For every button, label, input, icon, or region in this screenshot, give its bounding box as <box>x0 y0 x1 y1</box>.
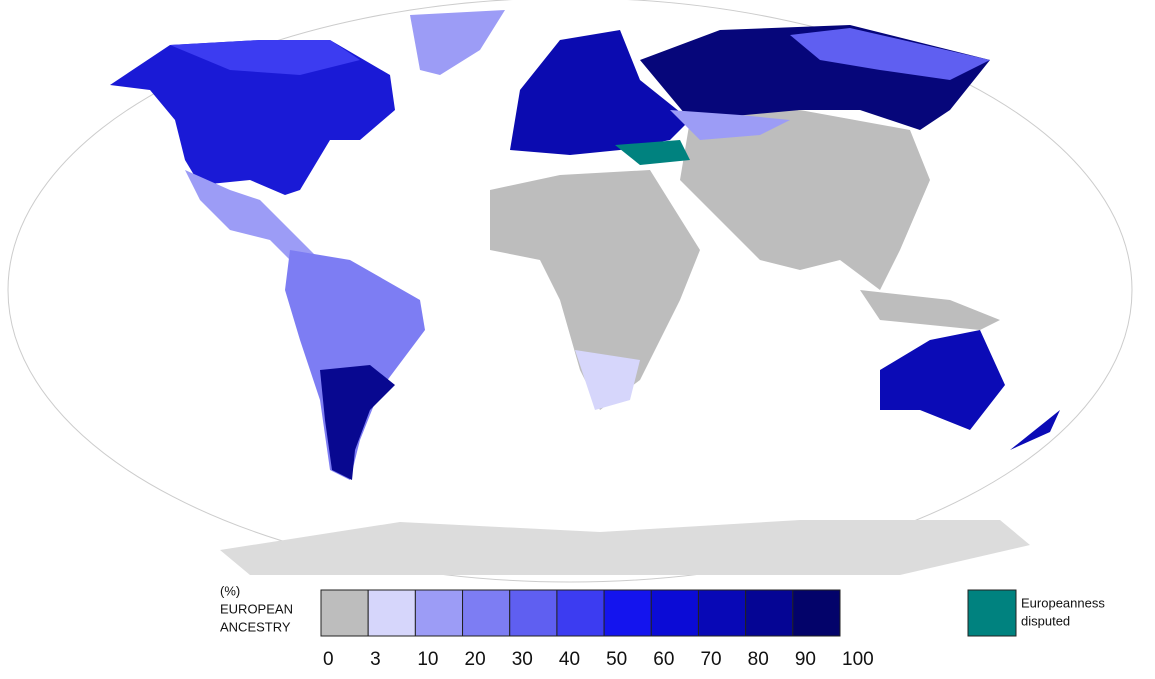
legend-tick-label: 60 <box>653 649 674 670</box>
legend-tick-label: 100 <box>842 649 874 670</box>
central-asia <box>670 110 790 140</box>
europe <box>510 30 690 155</box>
legend-swatch <box>509 589 558 637</box>
legend-swatch <box>603 589 652 637</box>
southern-cone <box>320 365 395 480</box>
asia <box>680 110 930 290</box>
disputed-label: disputed <box>1021 613 1070 628</box>
central-america <box>185 170 320 270</box>
australia <box>880 330 1005 430</box>
legend-title: EUROPEAN <box>220 601 293 616</box>
legend-title: (%) <box>220 583 240 598</box>
legend-swatch <box>320 589 369 637</box>
legend-tick-label: 20 <box>465 649 486 670</box>
legend: (%) EUROPEAN ANCESTRY Europeanness dispu… <box>220 583 1105 670</box>
legend-swatch <box>792 589 841 637</box>
legend-tick-label: 40 <box>559 649 580 670</box>
legend-tick-label: 70 <box>700 649 721 670</box>
greenland <box>410 10 505 75</box>
canada-north <box>170 40 360 75</box>
legend-tick-label: 90 <box>795 649 816 670</box>
legend-tick-label: 30 <box>512 649 533 670</box>
legend-tick-label: 10 <box>417 649 438 670</box>
russia-east <box>790 28 990 80</box>
turkey <box>615 140 690 165</box>
africa <box>490 170 700 410</box>
legend-title: ANCESTRY <box>220 619 291 634</box>
legend-swatch <box>462 589 511 637</box>
legend-tick-label: 3 <box>370 649 381 670</box>
southeast-asia <box>860 290 1000 330</box>
legend-swatch <box>745 589 794 637</box>
legend-swatch <box>414 589 464 637</box>
disputed-swatch <box>967 589 1017 637</box>
world-map <box>7 0 1133 583</box>
southern-africa <box>575 350 640 410</box>
antarctica <box>220 520 1030 575</box>
legend-tick-label: 80 <box>748 649 769 670</box>
south-america <box>285 250 425 480</box>
new-zealand <box>1010 410 1060 450</box>
disputed-label: Europeanness <box>1021 595 1105 610</box>
legend-tick-label: 50 <box>606 649 627 670</box>
north-america <box>110 40 395 195</box>
legend-swatch <box>697 589 747 637</box>
legend-swatch <box>650 589 699 637</box>
legend-tick-label: 0 <box>323 649 334 670</box>
legend-swatch <box>367 589 416 637</box>
legend-swatch <box>556 589 605 637</box>
